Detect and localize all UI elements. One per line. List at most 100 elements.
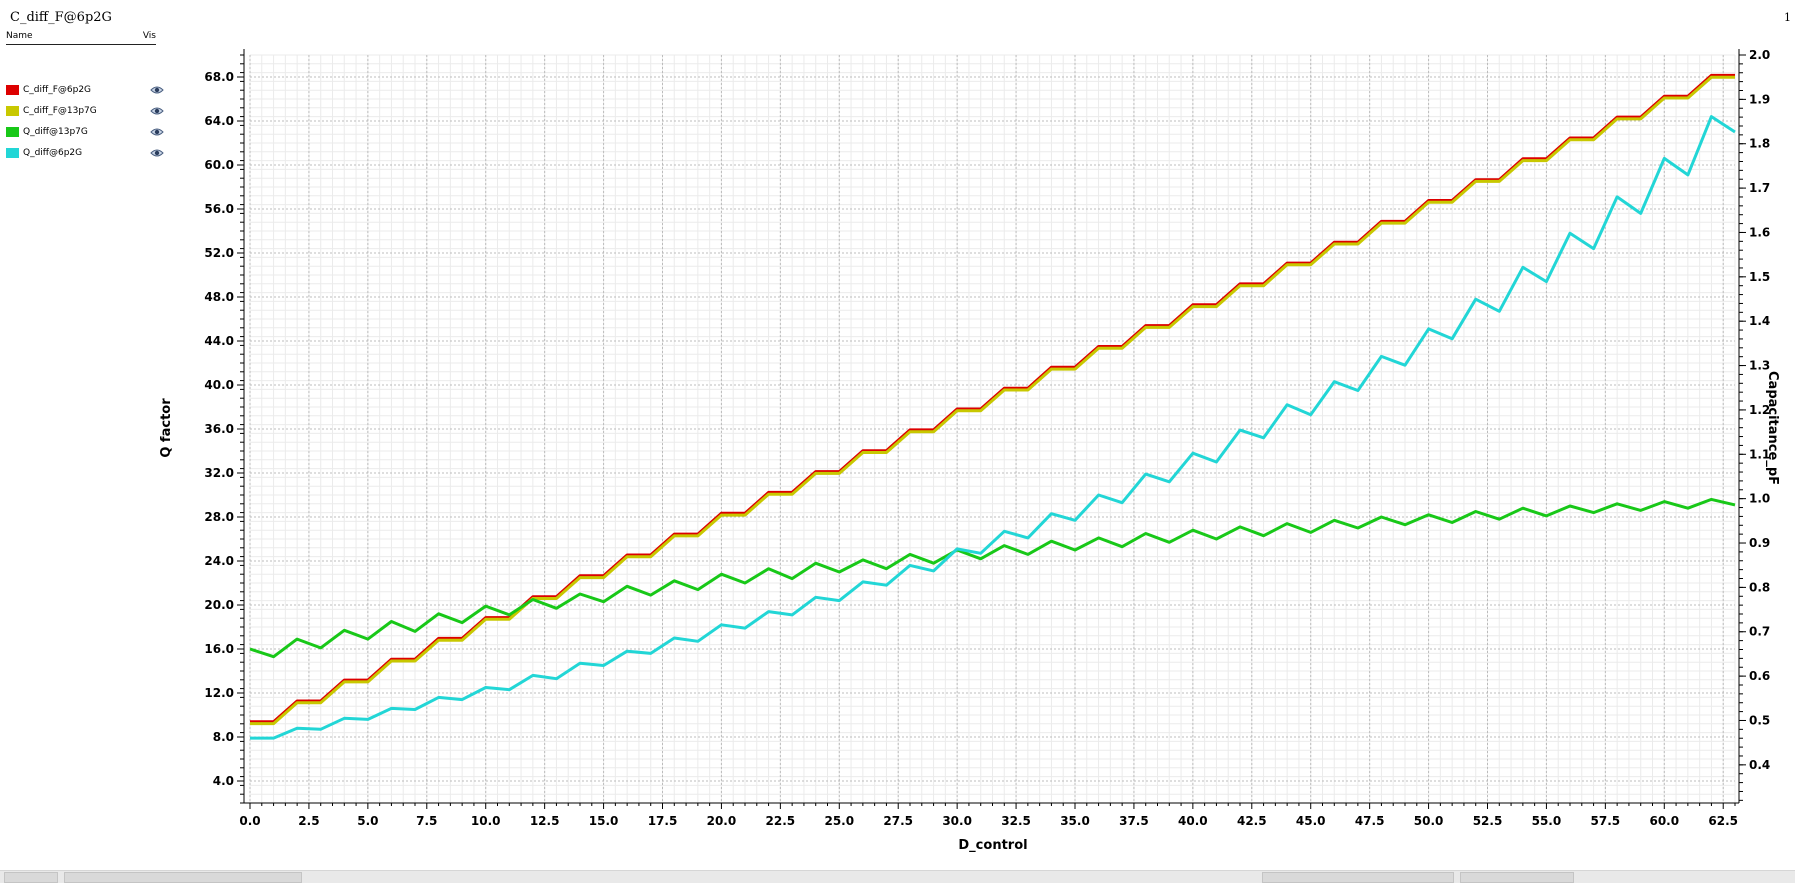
x-tick-label: 57.5: [1591, 814, 1621, 828]
legend-swatch: [6, 147, 19, 158]
legend-item[interactable]: C_diff_F@6p2G: [6, 79, 164, 100]
y2-tick-label: 1.7: [1749, 181, 1770, 195]
y2-tick-label: 1.5: [1749, 270, 1770, 284]
x-tick-label: 15.0: [589, 814, 619, 828]
legend-header-name: Name: [6, 31, 33, 41]
y-tick-label: 60.0: [204, 158, 234, 172]
legend-item[interactable]: Q_diff@6p2G: [6, 142, 164, 163]
legend-panel: Name Vis C_diff_F@6p2G C_diff_F@13p7G Q_…: [6, 31, 184, 163]
x-tick-label: 52.5: [1473, 814, 1503, 828]
y-tick-label: 16.0: [204, 642, 234, 656]
y-tick-label: 32.0: [204, 466, 234, 480]
y2-tick-label: 1.8: [1749, 137, 1770, 151]
eye-icon[interactable]: [150, 106, 164, 116]
x-tick-label: 10.0: [471, 814, 501, 828]
y-tick-label: 20.0: [204, 598, 234, 612]
legend-item-label: Q_diff@6p2G: [23, 147, 83, 158]
x-tick-label: 60.0: [1649, 814, 1679, 828]
x-tick-label: 27.5: [883, 814, 913, 828]
x-tick-label: 2.5: [298, 814, 319, 828]
legend-swatch: [6, 126, 19, 137]
legend-item-label: C_diff_F@6p2G: [23, 84, 92, 95]
legend-header: Name Vis: [6, 31, 156, 45]
legend-swatch: [6, 84, 19, 95]
y2-tick-label: 1.6: [1749, 225, 1770, 239]
y-tick-label: 56.0: [204, 202, 234, 216]
y-tick-label: 40.0: [204, 378, 234, 392]
y2-tick-label: 1.2: [1749, 403, 1770, 417]
y2-tick-label: 1.0: [1749, 492, 1770, 506]
y-axis-left-ticks: 4.0 8.0 12.0 16.0 20.0 24.0 28.0 32.0 36.0 40.0 44…: [204, 54, 244, 804]
y-tick-label: 48.0: [204, 290, 234, 304]
eye-icon[interactable]: [150, 85, 164, 95]
x-axis-ticks: 0.0 2.5 5.0 7.5 10.0 12.5 15.0 17.5 20.0 22.5 25.0…: [239, 803, 1738, 828]
x-tick-label: 22.5: [766, 814, 796, 828]
legend-header-vis: Vis: [142, 31, 156, 41]
x-tick-label: 62.5: [1708, 814, 1738, 828]
y-tick-label: 12.0: [204, 686, 234, 700]
legend-item[interactable]: Q_diff@13p7G: [6, 121, 164, 142]
x-tick-label: 40.0: [1178, 814, 1208, 828]
x-tick-label: 45.0: [1296, 814, 1326, 828]
y-tick-label: 52.0: [204, 246, 234, 260]
y-axis-right-ticks: 0.4 0.5 0.6 0.7 0.8 0.9 1.0 1.1 1.2 1.3 1.4 1.5 1.6 1…: [1739, 48, 1770, 801]
status-bar: [0, 870, 1795, 883]
legend-item[interactable]: C_diff_F@13p7G: [6, 100, 164, 121]
y-axis-title: Q factor: [159, 398, 174, 458]
y2-tick-label: 1.4: [1749, 314, 1770, 328]
legend-list: C_diff_F@6p2G C_diff_F@13p7G Q_diff@13p7…: [6, 79, 184, 163]
y2-tick-label: 1.9: [1749, 92, 1770, 106]
status-tab[interactable]: [64, 872, 302, 883]
x-tick-label: 20.0: [707, 814, 737, 828]
x-tick-label: 47.5: [1355, 814, 1385, 828]
status-tab[interactable]: [1262, 872, 1454, 883]
eye-icon[interactable]: [150, 127, 164, 137]
x-tick-label: 35.0: [1060, 814, 1090, 828]
y-tick-label: 64.0: [204, 114, 234, 128]
y2-tick-label: 0.9: [1749, 536, 1770, 550]
page-indicator: 1: [1784, 11, 1791, 24]
x-tick-label: 32.5: [1001, 814, 1031, 828]
x-tick-label: 12.5: [530, 814, 560, 828]
x-tick-label: 25.0: [824, 814, 854, 828]
eye-icon[interactable]: [150, 148, 164, 158]
y2-axis-title: Capacitance_pF: [1765, 371, 1780, 485]
legend-item-label: C_diff_F@13p7G: [23, 105, 97, 116]
y2-tick-label: 0.4: [1749, 758, 1770, 772]
legend-item-label: Q_diff@13p7G: [23, 126, 88, 137]
x-tick-label: 55.0: [1532, 814, 1562, 828]
y2-tick-label: 1.3: [1749, 359, 1770, 373]
x-axis-title: D_control: [958, 838, 1027, 853]
y2-tick-label: 0.7: [1749, 625, 1770, 639]
series-line-c-diff-f-13p7g: [250, 75, 1735, 726]
x-tick-label: 5.0: [357, 814, 378, 828]
major-grid: [249, 55, 1735, 803]
y-tick-label: 68.0: [204, 70, 234, 84]
x-tick-label: 0.0: [239, 814, 260, 828]
legend-swatch: [6, 105, 19, 116]
x-tick-label: 7.5: [416, 814, 437, 828]
y-tick-label: 28.0: [204, 510, 234, 524]
y-tick-label: 8.0: [213, 730, 234, 744]
window-title: C_diff_F@6p2G: [10, 10, 112, 25]
y-tick-label: 24.0: [204, 554, 234, 568]
x-tick-label: 42.5: [1237, 814, 1267, 828]
y-tick-label: 4.0: [213, 774, 234, 788]
y-tick-label: 36.0: [204, 422, 234, 436]
x-tick-label: 37.5: [1119, 814, 1149, 828]
y2-tick-label: 1.1: [1749, 447, 1770, 461]
y2-tick-label: 0.6: [1749, 669, 1770, 683]
series-lines: [249, 73, 1736, 740]
status-tab[interactable]: [1460, 872, 1574, 883]
series-line-q-diff-6p2g: [250, 115, 1736, 740]
axes: [243, 49, 1740, 804]
y-tick-label: 44.0: [204, 334, 234, 348]
status-tab[interactable]: [4, 872, 58, 883]
y2-tick-label: 0.8: [1749, 580, 1770, 594]
y2-tick-label: 0.5: [1749, 713, 1770, 727]
x-tick-label: 50.0: [1414, 814, 1444, 828]
y2-tick-label: 2.0: [1749, 48, 1770, 62]
x-tick-label: 30.0: [942, 814, 972, 828]
x-tick-label: 17.5: [648, 814, 678, 828]
